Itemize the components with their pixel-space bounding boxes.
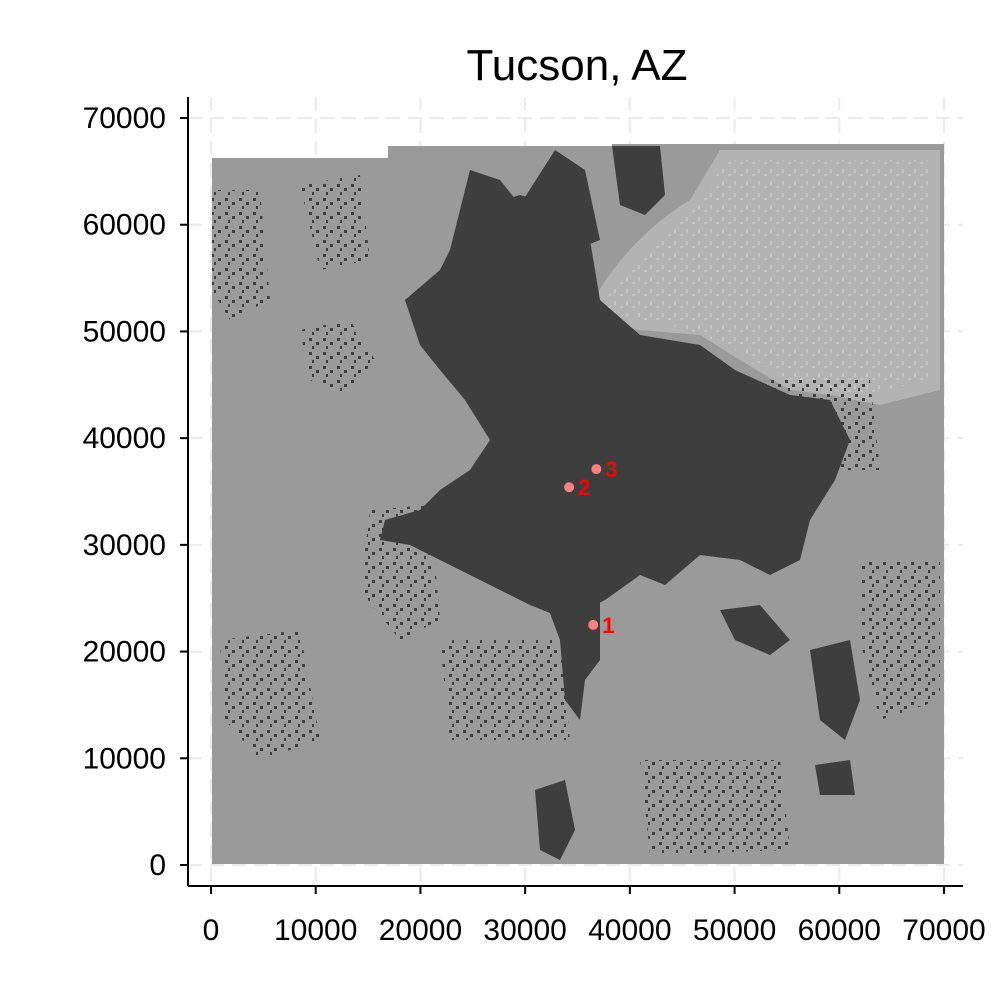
axes [187, 97, 963, 887]
east-upper-scatter [760, 380, 880, 470]
site-2: 2 [564, 475, 590, 500]
east-dense-cluster [815, 760, 855, 795]
x-tick-label-3: 30000 [483, 914, 566, 947]
y-axis-ticks: 0 10000 20000 30000 40000 50000 60000 70000 [83, 102, 188, 882]
site-label-2: 2 [578, 475, 590, 500]
north-urban-fingers [450, 150, 600, 250]
x-tick-label-1: 10000 [274, 914, 357, 947]
upland-texture [600, 160, 930, 395]
x-tick-label-2: 20000 [379, 914, 462, 947]
y-tick-label-2: 20000 [83, 636, 166, 669]
far-east-cluster [810, 640, 860, 740]
x-tick-label-5: 50000 [693, 914, 776, 947]
x-tick-label-7: 70000 [902, 914, 985, 947]
site-3: 3 [591, 457, 618, 482]
x-tick-label-0: 0 [203, 914, 220, 947]
site-1: 1 [588, 613, 614, 638]
x-tick-label-4: 40000 [588, 914, 671, 947]
south-corridor [545, 600, 600, 720]
y-tick-label-7: 70000 [83, 102, 166, 135]
site-markers: 1 23 [564, 457, 618, 638]
y-tick-label-5: 50000 [83, 315, 166, 348]
site-marker-1 [588, 619, 599, 630]
x-tick-label-6: 60000 [798, 914, 881, 947]
urban-core-area [380, 195, 850, 615]
y-tick-label-0: 0 [149, 849, 166, 882]
y-tick-label-1: 10000 [83, 742, 166, 775]
site-marker-2 [564, 482, 575, 493]
x-axis-ticks: 0 10000 20000 30000 40000 50000 60000 70000 [203, 886, 986, 947]
center-south-scatter [440, 640, 570, 740]
northeast-strip [612, 146, 665, 215]
site-label-3: 3 [605, 457, 617, 482]
west-cluster [300, 320, 375, 395]
y-tick-label-3: 30000 [83, 529, 166, 562]
y-tick-label-6: 60000 [83, 209, 166, 242]
southwest-scatter [220, 630, 320, 760]
site-label-1: 1 [602, 613, 614, 638]
south-small-cluster [535, 780, 575, 860]
southeast-cluster [720, 605, 790, 655]
y-tick-label-4: 40000 [83, 422, 166, 455]
land-cover-raster [212, 144, 944, 864]
south-scatter [640, 760, 790, 855]
chart-title: Tucson, AZ [467, 41, 688, 90]
east-scatter [860, 560, 940, 720]
northwest-scatter [212, 190, 270, 320]
west-south-scatter [360, 505, 440, 640]
north-scatter [300, 175, 370, 270]
site-marker-3 [591, 464, 602, 475]
